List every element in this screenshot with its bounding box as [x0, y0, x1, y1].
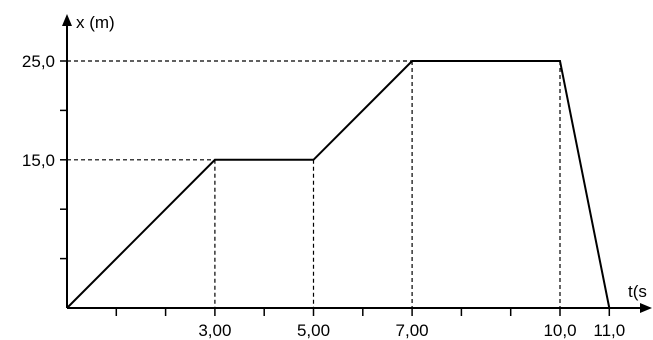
y-tick-label: 25,0: [22, 52, 55, 71]
x-tick-label: 11,0: [593, 321, 625, 340]
axis-ticks: [60, 60, 611, 316]
guide-lines: [67, 60, 561, 308]
y-axis-label: x (m): [76, 13, 115, 32]
x-tick-label: 5,00: [297, 321, 330, 340]
x-tick-label: 7,00: [396, 321, 429, 340]
x-axis-arrow: [640, 303, 652, 313]
y-tick-label: 15,0: [22, 151, 55, 170]
y-axis-arrow: [62, 14, 72, 26]
x-tick-label: 3,00: [198, 321, 231, 340]
tick-labels: 3,00 5,00 7,00 10,0 11,0 15,0 25,0: [22, 52, 625, 340]
x-tick-label: 10,0: [543, 321, 576, 340]
axes: [62, 14, 652, 313]
series-layer: [66, 60, 611, 309]
x-axis-label: t(s: [628, 282, 647, 301]
position-line-series: [66, 60, 611, 309]
